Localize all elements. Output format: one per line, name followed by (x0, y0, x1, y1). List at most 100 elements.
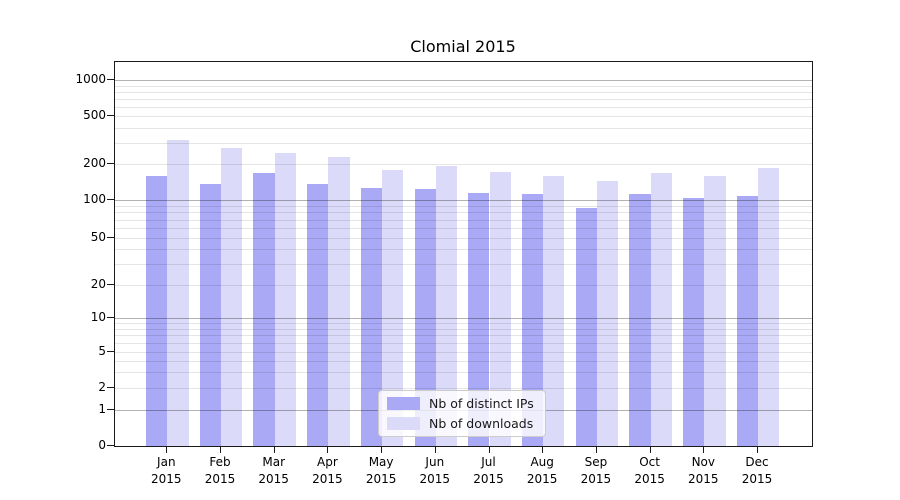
gridline-minor (115, 360, 812, 362)
x-tick-label-line: Dec (745, 455, 769, 469)
x-tick-mark (434, 446, 436, 453)
bar-downloads (543, 176, 565, 446)
gridline-minor (115, 212, 812, 214)
y-tick-label: 500 (83, 108, 106, 123)
gridline-minor (115, 206, 812, 207)
chart-title: Clomial 2015 (410, 37, 516, 56)
x-tick-mark (595, 446, 597, 453)
y-tick-label: 10 (90, 309, 106, 324)
x-tick-label-line: 2015 (688, 472, 719, 486)
bar-distinct-ips (146, 175, 168, 446)
x-tick-mark (703, 446, 705, 453)
gridline-minor (115, 116, 812, 118)
bar-downloads (221, 147, 243, 446)
gridline-minor (115, 227, 812, 229)
y-tick-mark (107, 351, 114, 352)
x-tick-label-line: 2015 (419, 472, 451, 486)
gridline-minor (115, 106, 812, 108)
x-tick-mark (273, 446, 275, 453)
gridline-minor (115, 343, 812, 344)
x-tick-label: Oct 2015 (620, 454, 680, 488)
bar-downloads (489, 172, 511, 446)
bar-downloads (758, 168, 780, 446)
legend-label-downloads: Nb of downloads (429, 416, 534, 431)
gridline-minor (115, 98, 812, 100)
x-tick-mark (381, 446, 383, 453)
y-tick-label: 0 (98, 438, 106, 452)
x-tick-label: Jan 2015 (136, 454, 196, 488)
bar-distinct-ips (199, 183, 221, 446)
y-tick-label: 5 (98, 344, 106, 358)
x-tick-mark (327, 446, 329, 453)
legend-item-distinct-ips: Nb of distinct IPs (387, 396, 537, 411)
gridline-minor (115, 264, 812, 266)
x-tick-label-line: Jan (157, 455, 176, 469)
plot-area: Nb of distinct IPs Nb of downloads (114, 61, 813, 447)
x-tick-label: Sep 2015 (566, 454, 626, 488)
gridline-minor (115, 219, 812, 221)
bar-downloads (382, 169, 404, 446)
bar-distinct-ips (414, 188, 436, 446)
y-tick-label: 50 (90, 229, 106, 244)
bar-downloads (704, 175, 726, 446)
bar-distinct-ips (307, 183, 329, 446)
y-tick-mark (107, 316, 114, 318)
bar-distinct-ips (521, 193, 544, 446)
y-tick-label: 1 (98, 401, 106, 416)
legend-label-distinct-ips: Nb of distinct IPs (429, 396, 534, 411)
x-tick-mark (649, 446, 651, 453)
x-tick-mark (220, 446, 221, 453)
gridline-minor (115, 85, 812, 87)
y-tick-label: 2 (98, 380, 106, 395)
x-tick-label-line: Feb (209, 455, 231, 469)
x-tick-mark (757, 446, 758, 453)
x-tick-label-line: Aug (530, 455, 554, 469)
bar-downloads (328, 157, 350, 446)
bar-distinct-ips (575, 207, 597, 446)
y-tick-label: 200 (83, 156, 106, 171)
x-tick-mark (542, 446, 544, 453)
y-tick-mark (107, 387, 114, 389)
gridline-minor (115, 91, 812, 93)
x-tick-label-line: 2015 (151, 472, 182, 486)
legend-swatch-distinct-ips-icon (387, 397, 420, 410)
grid-layer (115, 62, 812, 446)
bar-distinct-ips (736, 196, 758, 446)
x-tick-label-line: 2015 (204, 472, 236, 486)
y-tick-mark (107, 199, 114, 201)
legend-swatch-downloads-icon (387, 417, 420, 430)
bar-distinct-ips (253, 173, 275, 446)
legend-item-downloads: Nb of downloads (387, 416, 537, 431)
x-tick-label: Aug 2015 (512, 454, 572, 488)
x-tick-label-line: 2015 (258, 472, 289, 486)
bar-downloads (274, 152, 296, 446)
gridline-minor (115, 249, 812, 251)
gridline-minor (115, 143, 812, 144)
y-tick-label: 100 (83, 192, 106, 207)
legend: Nb of distinct IPs Nb of downloads (378, 390, 546, 437)
bar-downloads (167, 139, 189, 446)
y-tick-mark (107, 408, 114, 410)
x-tick-label-line: 2015 (580, 472, 612, 486)
x-tick-label-line: 2015 (526, 472, 558, 486)
gridline-minor (115, 237, 812, 239)
x-tick-label-line: May (368, 455, 394, 469)
x-tick-label-line: Oct (639, 455, 660, 469)
x-tick-label-line: Apr (317, 455, 338, 469)
gridline-minor (115, 335, 812, 337)
gridline-minor (115, 322, 812, 324)
gridline-major (115, 200, 812, 202)
gridline-minor (115, 164, 812, 166)
x-tick-label-line: Sep (584, 455, 608, 469)
x-tick-label: Mar 2015 (244, 454, 304, 488)
y-tick-label: 1000 (75, 72, 106, 86)
x-tick-label-line: 2015 (312, 472, 343, 486)
y-tick-mark (107, 163, 114, 165)
x-tick-label: Jul 2015 (459, 454, 519, 488)
y-tick-mark (107, 445, 114, 446)
y-tick-mark (107, 236, 114, 238)
gridline-minor (115, 127, 812, 129)
y-tick-label: 20 (90, 277, 106, 292)
y-tick-mark (107, 115, 114, 117)
